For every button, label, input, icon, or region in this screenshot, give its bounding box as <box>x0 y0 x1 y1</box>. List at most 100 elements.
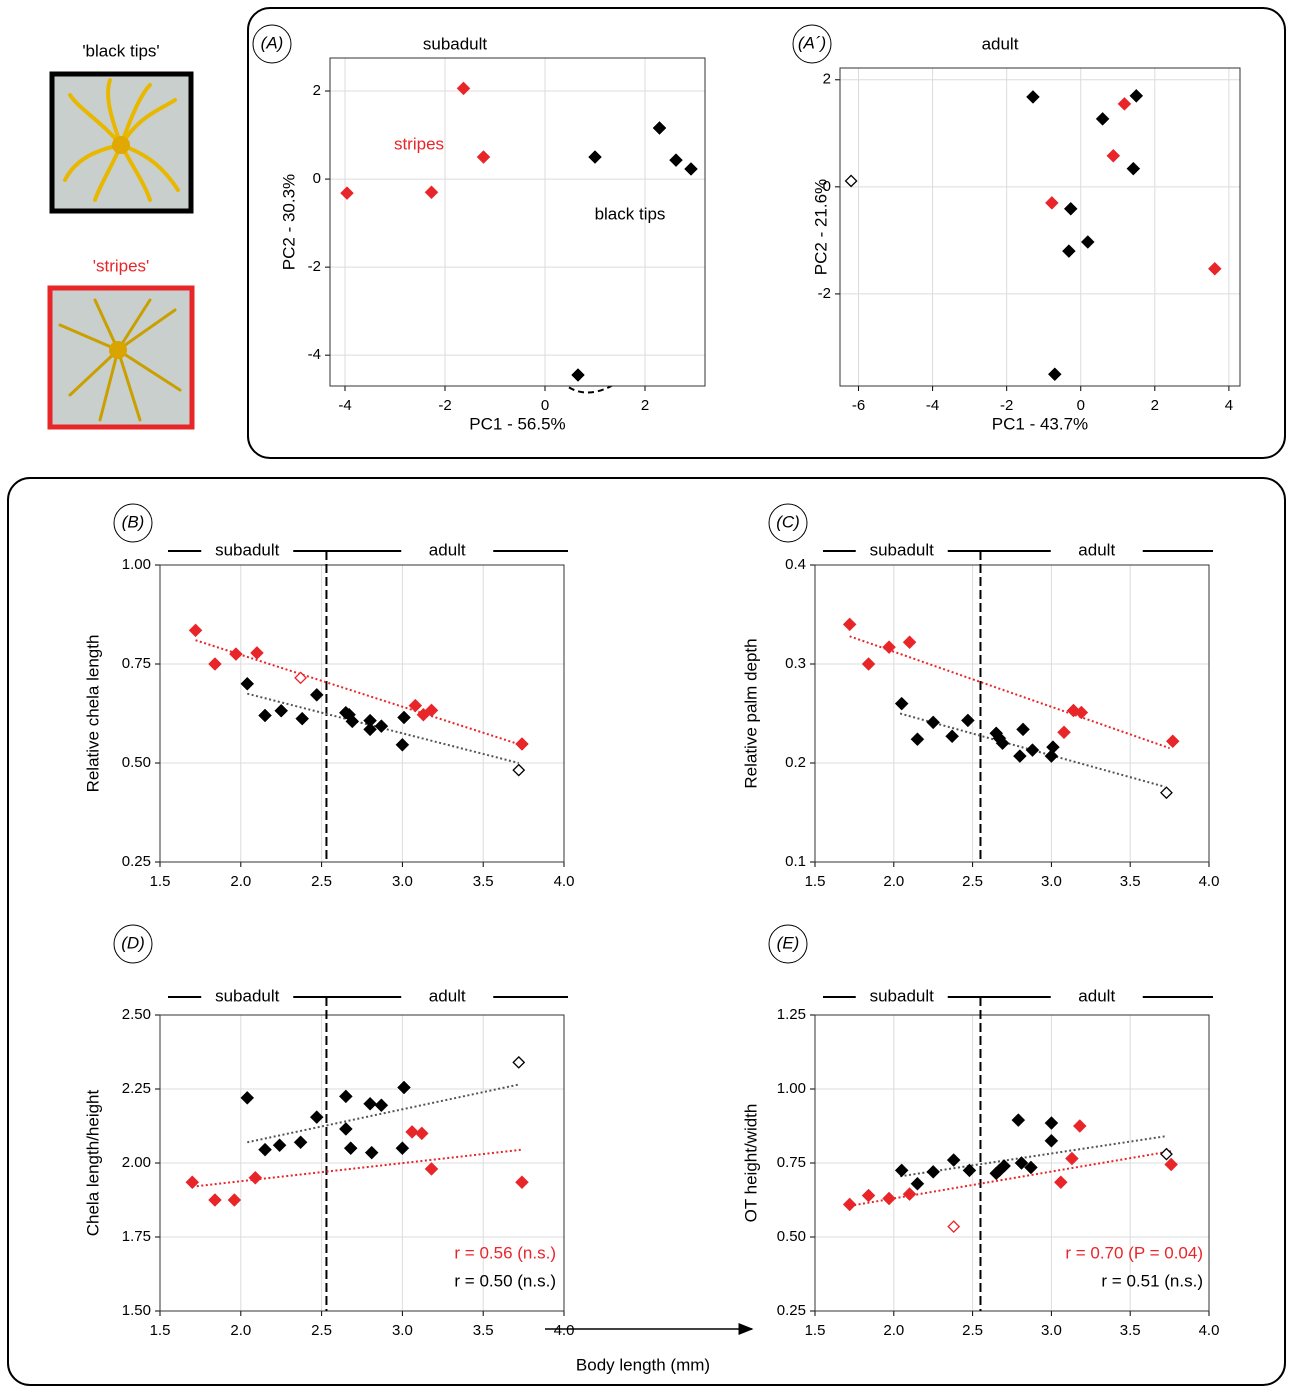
data-point <box>1074 705 1089 720</box>
panel-label: (C) <box>776 512 800 531</box>
stage-gap <box>401 541 494 561</box>
stage-label: adult <box>429 986 466 1005</box>
trend-line <box>899 712 1166 788</box>
data-point <box>1054 1175 1068 1190</box>
x-tick-label: -2 <box>438 397 451 414</box>
x-tick-label: 2 <box>641 397 649 414</box>
panel-badge <box>113 503 153 543</box>
x-tick-label: 2.0 <box>230 873 251 890</box>
annotation: r = 0.51 (n.s.) <box>1101 1271 1203 1290</box>
y-tick-label: 1.50 <box>122 1302 151 1319</box>
data-point <box>414 1126 429 1141</box>
y-tick-label: 0.25 <box>122 853 151 870</box>
x-tick-label: 3.5 <box>1120 873 1141 890</box>
data-point <box>1095 112 1110 126</box>
stage-gap <box>201 541 294 561</box>
data-point <box>424 185 439 200</box>
y-axis-label: PC2 - 30.3% <box>279 174 298 270</box>
data-point <box>424 1162 439 1176</box>
panel-badge <box>792 24 832 64</box>
panel-label: (D) <box>121 933 145 952</box>
data-point <box>363 1096 377 1111</box>
y-tick-label: 0 <box>313 170 321 187</box>
data-point <box>902 1187 917 1201</box>
x-tick-label: 2.5 <box>962 873 983 890</box>
x-tick-label: 2.5 <box>311 1322 332 1339</box>
stage-label: subadult <box>215 986 280 1005</box>
data-point <box>902 635 917 650</box>
data-point <box>397 710 411 725</box>
annotation: stripes <box>394 134 444 153</box>
data-point <box>272 1138 287 1153</box>
data-point <box>512 763 526 777</box>
y-tick-label: 1.25 <box>777 1006 806 1023</box>
stage-gap <box>401 987 494 1007</box>
data-point <box>1044 196 1059 210</box>
y-tick-label: 0.4 <box>785 556 806 573</box>
data-point <box>208 1193 222 1207</box>
x-tick-label: -4 <box>338 397 351 414</box>
data-point <box>1065 1151 1079 1166</box>
stage-label: adult <box>1078 540 1115 559</box>
data-point <box>1024 1160 1038 1175</box>
data-point <box>1160 1147 1173 1161</box>
panel-label: (E) <box>777 933 800 952</box>
data-point <box>1062 244 1076 258</box>
data-point <box>250 646 264 660</box>
x-tick-label: -6 <box>852 397 865 414</box>
y-axis-label: OT height/width <box>741 1104 760 1223</box>
data-point <box>1047 367 1062 382</box>
photo <box>47 285 195 430</box>
data-point <box>946 1153 961 1167</box>
data-point <box>861 657 876 671</box>
data-point <box>1014 1156 1029 1170</box>
x-tick-label: 3.5 <box>1120 1322 1141 1339</box>
trend-line <box>247 1083 519 1144</box>
data-point <box>309 1110 324 1124</box>
image-label: 'stripes' <box>93 256 150 275</box>
stage-gap <box>855 987 948 1007</box>
y-tick-label: 1.00 <box>122 556 151 573</box>
plot-frame <box>159 564 565 863</box>
data-point <box>424 703 439 718</box>
x-tick-label: 4 <box>1225 397 1233 414</box>
trend-line <box>192 1148 523 1188</box>
y-tick-label: 0.25 <box>777 1302 806 1319</box>
x-tick-label: 0 <box>1077 397 1085 414</box>
stage-label: subadult <box>870 986 935 1005</box>
data-point <box>229 647 243 661</box>
panel-label: (A) <box>261 33 284 52</box>
annotation: black tips <box>595 204 666 223</box>
y-tick-label: 1.75 <box>122 1228 151 1245</box>
y-tick-label: 2.00 <box>122 1154 151 1171</box>
y-tick-label: 0.1 <box>785 853 806 870</box>
data-point <box>652 121 667 135</box>
y-tick-label: -2 <box>818 285 831 302</box>
chart-title: adult <box>982 34 1019 53</box>
data-point <box>1046 740 1060 755</box>
data-point <box>1044 749 1059 763</box>
plot: -4 -2 0 2 -4 -2 0 2 (A) subadult PC1 - 56.5% PC2 - … <box>252 24 706 433</box>
data-point <box>842 617 857 632</box>
x-tick-label: 3.0 <box>1041 1322 1062 1339</box>
x-tick-label: 2.5 <box>311 873 332 890</box>
x-axis-label: PC1 - 56.5% <box>469 414 565 433</box>
x-tick-label: 1.5 <box>150 873 171 890</box>
data-point <box>1129 88 1144 103</box>
panel-frame <box>247 7 1286 459</box>
y-axis-label: Relative palm depth <box>741 638 760 788</box>
data-point <box>910 1176 925 1191</box>
stage-label: subadult <box>870 540 935 559</box>
data-point <box>1164 1157 1179 1172</box>
data-point <box>1126 161 1141 176</box>
image-label: 'black tips' <box>82 41 159 60</box>
data-point <box>882 640 896 655</box>
data-point <box>926 715 941 730</box>
photo <box>49 71 194 214</box>
data-point <box>894 1163 909 1178</box>
y-tick-label: 2.50 <box>122 1006 151 1023</box>
data-point <box>1207 261 1222 276</box>
data-point <box>1026 90 1040 104</box>
data-point <box>669 153 683 167</box>
x-tick-label: 1.5 <box>805 1322 826 1339</box>
